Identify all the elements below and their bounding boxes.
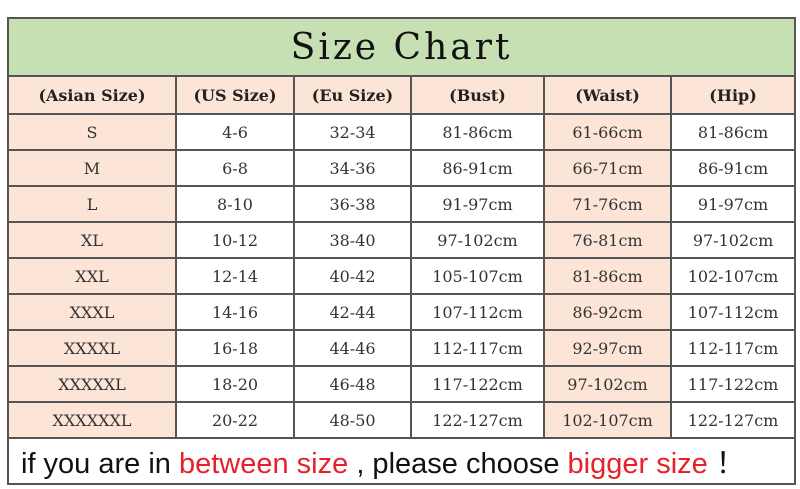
table-cell: 122-127cm — [410, 401, 545, 439]
table-cell: 97-102cm — [410, 221, 545, 259]
table-cell: 117-122cm — [669, 365, 797, 403]
footer-text: , please choose — [348, 448, 568, 480]
table-cell: 86-91cm — [669, 149, 797, 187]
table-cell: 61-66cm — [543, 113, 672, 151]
table-cell: 16-18 — [175, 329, 295, 367]
table-cell: 6-8 — [175, 149, 295, 187]
table-cell: 44-46 — [293, 329, 412, 367]
size-table: Size Chart (Asian Size) (US Size) (Eu Size… — [6, 17, 797, 485]
footer-row: if you are in between size , please choo… — [6, 437, 797, 485]
table-cell: 112-117cm — [669, 329, 797, 367]
table-cell: XL — [7, 221, 177, 259]
table-row: XXXXL 16-18 44-46 112-117cm 92-97cm 112-117cm — [7, 329, 797, 367]
table-cell: XXXL — [7, 293, 177, 331]
footer-note: if you are in between size , please choo… — [6, 437, 797, 485]
table-cell: 48-50 — [293, 401, 412, 439]
table-cell: 102-107cm — [543, 401, 672, 439]
table-cell: XXXXXXL — [7, 401, 177, 439]
table-cell: 81-86cm — [669, 113, 797, 151]
table-cell: 4-6 — [175, 113, 295, 151]
table-row: XXXXXXL 20-22 48-50 122-127cm 102-107cm 122-1… — [7, 401, 797, 439]
table-cell: 12-14 — [175, 257, 295, 295]
table-cell: 91-97cm — [410, 185, 545, 223]
table-cell: 8-10 — [175, 185, 295, 223]
table-cell: XXXXXL — [7, 365, 177, 403]
column-header: (Bust) — [410, 75, 545, 115]
table-row: XXXL 14-16 42-44 107-112cm 86-92cm 107-112cm — [7, 293, 797, 331]
table-row: XXL 12-14 40-42 105-107cm 81-86cm 102-107cm — [7, 257, 797, 295]
table-cell: 40-42 — [293, 257, 412, 295]
table-cell: 18-20 — [175, 365, 295, 403]
table-row: XXXXXL 18-20 46-48 117-122cm 97-102cm 117-122… — [7, 365, 797, 403]
table-cell: XXL — [7, 257, 177, 295]
table-cell: 10-12 — [175, 221, 295, 259]
table-cell: 14-16 — [175, 293, 295, 331]
footer-text: if you are in — [21, 448, 179, 480]
table-cell: 102-107cm — [669, 257, 797, 295]
table-cell: 71-76cm — [543, 185, 672, 223]
column-header: (Asian Size) — [7, 75, 177, 115]
table-cell: 46-48 — [293, 365, 412, 403]
column-header: (US Size) — [175, 75, 295, 115]
table-cell: 86-91cm — [410, 149, 545, 187]
table-cell: 81-86cm — [410, 113, 545, 151]
table-row: L 8-10 36-38 91-97cm 71-76cm 91-97cm — [7, 185, 797, 223]
footer-text: ！ — [707, 448, 745, 480]
table-cell: S — [7, 113, 177, 151]
table-cell: 97-102cm — [543, 365, 672, 403]
table-cell: 107-112cm — [410, 293, 545, 331]
table-cell: 122-127cm — [669, 401, 797, 439]
table-cell: 112-117cm — [410, 329, 545, 367]
table-cell: 107-112cm — [669, 293, 797, 331]
table-cell: 34-36 — [293, 149, 412, 187]
footer-text: between size — [178, 448, 349, 480]
header-row: (Asian Size) (US Size) (Eu Size) (Bust) (Wai… — [7, 75, 797, 115]
table-cell: 38-40 — [293, 221, 412, 259]
table-cell: M — [7, 149, 177, 187]
footer-text: bigger size — [567, 448, 708, 480]
table-cell: 105-107cm — [410, 257, 545, 295]
table-cell: 91-97cm — [669, 185, 797, 223]
table-cell: 76-81cm — [543, 221, 672, 259]
column-header: (Eu Size) — [293, 75, 412, 115]
table-cell: 32-34 — [293, 113, 412, 151]
page-title: Size Chart — [6, 17, 797, 77]
table-cell: 97-102cm — [669, 221, 797, 259]
size-chart: Size Chart (Asian Size) (US Size) (Eu Size… — [6, 17, 797, 485]
table-row: S 4-6 32-34 81-86cm 61-66cm 81-86cm — [7, 113, 797, 151]
column-header: (Waist) — [543, 75, 672, 115]
table-cell: 20-22 — [175, 401, 295, 439]
table-cell: 81-86cm — [543, 257, 672, 295]
table-cell: 36-38 — [293, 185, 412, 223]
table-row: XL 10-12 38-40 97-102cm 76-81cm 97-102cm — [7, 221, 797, 259]
table-cell: XXXXL — [7, 329, 177, 367]
table-cell: 42-44 — [293, 293, 412, 331]
table-cell: 86-92cm — [543, 293, 672, 331]
table-cell: L — [7, 185, 177, 223]
table-cell: 92-97cm — [543, 329, 672, 367]
table-cell: 66-71cm — [543, 149, 672, 187]
column-header: (Hip) — [669, 75, 797, 115]
table-row: M 6-8 34-36 86-91cm 66-71cm 86-91cm — [7, 149, 797, 187]
table-cell: 117-122cm — [410, 365, 545, 403]
